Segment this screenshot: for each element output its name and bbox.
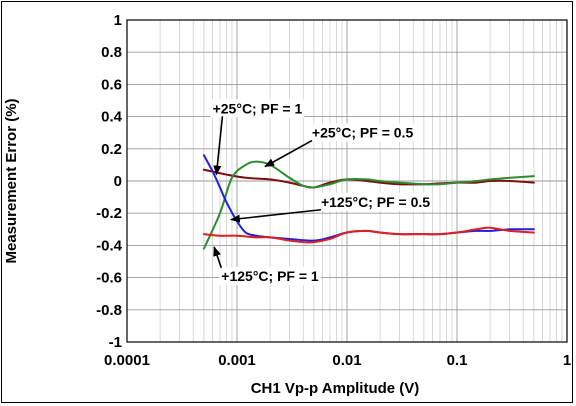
annotation-label: +125°C; PF = 1 bbox=[221, 268, 319, 284]
x-tick-label: 0.0001 bbox=[104, 352, 150, 369]
y-tick-label: -0.8 bbox=[96, 302, 122, 319]
annotation-label-background bbox=[219, 266, 321, 285]
annotation-a125_pf05: +125°C; PF = 0.5 bbox=[229, 192, 433, 223]
series-line-s125_pf1 bbox=[202, 226, 535, 244]
y-tick-label: 0.2 bbox=[101, 141, 122, 158]
y-tick-label: 0.4 bbox=[101, 109, 123, 126]
y-tick-label: -1 bbox=[109, 334, 122, 351]
annotation-a125_pf1: +125°C; PF = 1 bbox=[213, 246, 321, 285]
x-tick-label: 0.001 bbox=[218, 352, 256, 369]
annotation-label-background bbox=[309, 123, 416, 142]
y-tick-label: 0 bbox=[114, 173, 122, 190]
annotation-a25_pf1: +25°C; PF = 1 bbox=[210, 99, 305, 176]
series-line-s25_pf1 bbox=[202, 168, 535, 189]
plot-border bbox=[126, 19, 568, 343]
annotation-label: +125°C; PF = 0.5 bbox=[321, 194, 430, 210]
y-tick-label: -0.2 bbox=[96, 205, 122, 222]
y-tick-label: 1 bbox=[114, 12, 122, 29]
y-tick-label: -0.6 bbox=[96, 270, 122, 287]
annotation-arrow bbox=[213, 116, 224, 176]
x-tick-label: 0.01 bbox=[332, 352, 361, 369]
annotation-a25_pf05: +25°C; PF = 0.5 bbox=[264, 123, 416, 168]
y-tick-label: 0.8 bbox=[101, 44, 122, 61]
annotation-arrow bbox=[213, 246, 223, 269]
x-tick-labels: 0.0001 0.001 0.01 0.1 1 bbox=[104, 352, 571, 369]
annotation-label-background bbox=[210, 99, 305, 118]
annotation-label-background bbox=[318, 192, 433, 211]
y-tick-label: -0.4 bbox=[96, 237, 123, 254]
annotation-arrow bbox=[264, 139, 313, 168]
series-line-s25_pf05 bbox=[202, 160, 535, 250]
y-tick-labels: 1 0.8 0.6 0.4 0.2 0 -0.2 -0.4 -0.6 -0.8 -1 bbox=[96, 12, 123, 351]
y-axis-title: Measurement Error (%) bbox=[3, 98, 20, 263]
x-tick-label: 1 bbox=[563, 352, 571, 369]
annotation-label: +25°C; PF = 0.5 bbox=[312, 125, 414, 141]
annotation-label: +25°C; PF = 1 bbox=[213, 100, 303, 116]
annotation-arrow bbox=[229, 208, 322, 223]
y-tick-label: 0.6 bbox=[101, 76, 122, 93]
annotation-layer: +25°C; PF = 1 +25°C; PF = 0.5 +125°C; PF =… bbox=[210, 99, 433, 285]
x-axis-title: CH1 Vp-p Amplitude (V) bbox=[251, 380, 420, 397]
x-tick-label: 0.1 bbox=[447, 352, 468, 369]
series-layer bbox=[202, 154, 535, 250]
